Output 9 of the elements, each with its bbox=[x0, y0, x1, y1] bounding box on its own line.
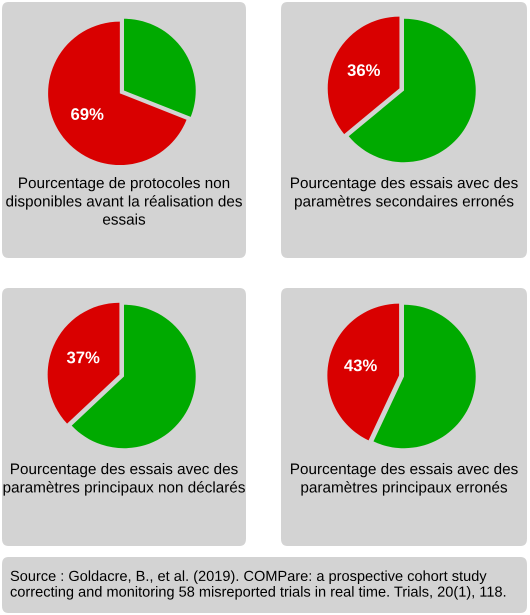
text: Pourcentage des essais avec des paramètres principaux non déclarés bbox=[4, 463, 245, 496]
text: Pourcentage de protocoles non disponibles avant la réalisation des essais bbox=[6, 177, 242, 225]
data-label: 37% bbox=[66, 352, 100, 364]
source-note: Source : Goldacre, B., et al. (2019). COMPare: a prospective cohort study correcting and monitoring 58 misreported trials in real time. Trials, 20(1), 118. bbox=[10, 570, 506, 600]
data-label: 43% bbox=[344, 359, 377, 372]
text: Pourcentage des essais avec des paramètres secondaires erronés bbox=[291, 177, 518, 210]
data-label: 69% bbox=[71, 108, 104, 120]
data-label: 36% bbox=[347, 64, 380, 76]
text: Pourcentage des essais avec des paramètres principaux erronés bbox=[291, 463, 518, 496]
